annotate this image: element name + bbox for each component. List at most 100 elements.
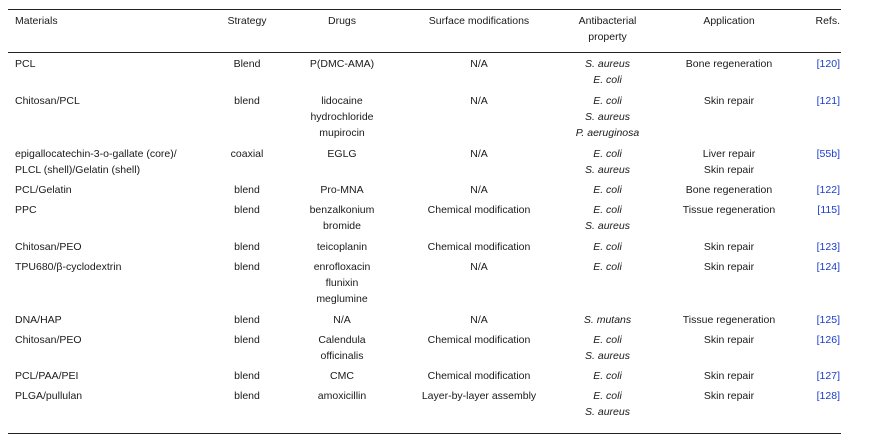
cell-ref: [122] <box>805 182 840 198</box>
cell-surface-modification: N/A <box>470 95 488 107</box>
cell-strategy: blend <box>234 261 260 273</box>
reference-link[interactable]: [123] <box>816 241 840 253</box>
application-line: Skin repair <box>703 164 755 176</box>
cell-application: Skin repair <box>665 368 793 384</box>
reference-link[interactable]: [125] <box>816 314 840 326</box>
cell-drugs: CMC <box>278 368 406 384</box>
materials-line: PCL/Gelatin <box>15 184 72 196</box>
cell-strategy: blend <box>234 241 260 253</box>
reference-link[interactable]: [128] <box>816 390 840 402</box>
cell-application: Liver repair Skin repair <box>665 146 793 178</box>
drug-line: Pro-MNA <box>320 184 364 196</box>
application-line: Tissue regeneration <box>682 204 776 216</box>
bacterium-name: E. coli <box>593 334 622 346</box>
bacterium-name: E. coli <box>593 204 622 216</box>
header-strategy: Strategy <box>227 15 267 27</box>
header-materials: Materials <box>15 15 58 27</box>
drug-line: P(DMC-AMA) <box>309 58 375 70</box>
bacterium-name: E. coli <box>593 241 622 253</box>
cell-materials: PLGA/pullulan <box>15 388 220 404</box>
application-line: Bone regeneration <box>685 58 773 70</box>
bacterium-name: E. coli <box>593 261 622 273</box>
cell-ref: [126] <box>805 332 840 348</box>
table-header-rule <box>8 52 841 53</box>
application-line: Skin repair <box>703 261 755 273</box>
application-line: Tissue regeneration <box>682 314 776 326</box>
materials-line: PLGA/pullulan <box>15 390 83 402</box>
cell-strategy: blend <box>234 370 260 382</box>
cell-application: Tissue regeneration <box>665 312 793 328</box>
drug-line: lidocaine <box>321 95 363 107</box>
drug-line: flunixin <box>325 277 359 289</box>
drug-line: enrofloxacin <box>313 261 371 273</box>
cell-surface-modification: N/A <box>470 148 488 160</box>
reference-link[interactable]: [120] <box>816 58 840 70</box>
table-top-rule <box>8 9 841 10</box>
table-bottom-rule <box>8 433 841 434</box>
cell-application: Skin repair <box>665 259 793 275</box>
bacterium-name: P. aeruginosa <box>575 127 640 139</box>
cell-drugs: Calendula officinalis <box>278 332 406 364</box>
cell-strategy: blend <box>234 184 260 196</box>
reference-link[interactable]: [127] <box>816 370 840 382</box>
cell-materials: DNA/HAP <box>15 312 220 328</box>
drug-line: mupirocin <box>319 127 365 139</box>
cell-ref: [125] <box>805 312 840 328</box>
cell-antibacterial-property: E. coli <box>550 259 665 275</box>
application-line: Skin repair <box>703 390 755 402</box>
cell-antibacterial-property: E. coli S. aureus <box>550 146 665 178</box>
cell-materials: Chitosan/PCL <box>15 93 220 109</box>
cell-application: Bone regeneration <box>665 56 793 72</box>
cell-ref: [115] <box>805 202 840 218</box>
cell-ref: [124] <box>805 259 840 275</box>
cell-ref: [127] <box>805 368 840 384</box>
cell-antibacterial-property: E. coli <box>550 182 665 198</box>
cell-drugs: amoxicillin <box>278 388 406 404</box>
cell-drugs: lidocaine hydrochloride mupirocin <box>278 93 406 141</box>
reference-link[interactable]: [121] <box>816 95 840 107</box>
reference-link[interactable]: [55b] <box>816 148 840 160</box>
drug-line: benzalkonium <box>309 204 375 216</box>
cell-drugs: enrofloxacin flunixin meglumine <box>278 259 406 307</box>
cell-materials: PCL/PAA/PEI <box>15 368 220 384</box>
bacterium-name: E. coli <box>593 184 622 196</box>
bacterium-name: S. aureus <box>585 220 630 232</box>
materials-line: PLCL (shell)/Gelatin (shell) <box>15 164 141 176</box>
header-application: Application <box>703 15 755 27</box>
cell-strategy: blend <box>234 95 260 107</box>
drug-line: hydrochloride <box>310 111 374 123</box>
cell-drugs: Pro-MNA <box>278 182 406 198</box>
materials-line: PCL <box>15 58 36 70</box>
cell-drugs: P(DMC-AMA) <box>278 56 406 72</box>
cell-application: Skin repair <box>665 332 793 348</box>
reference-link[interactable]: [122] <box>816 184 840 196</box>
cell-strategy: blend <box>234 314 260 326</box>
drug-line: amoxicillin <box>317 390 367 402</box>
reference-link[interactable]: [124] <box>816 261 840 273</box>
bacterium-name: S. aureus <box>585 58 630 70</box>
cell-materials: TPU680/β-cyclodextrin <box>15 259 220 275</box>
cell-materials: PPC <box>15 202 220 218</box>
application-line: Skin repair <box>703 95 755 107</box>
header-drugs: Drugs <box>327 15 356 27</box>
reference-link[interactable]: [126] <box>816 334 840 346</box>
bacterium-name: E. coli <box>593 95 622 107</box>
drug-line: meglumine <box>316 293 368 305</box>
drug-line: bromide <box>323 220 361 232</box>
bacterium-name: E. coli <box>593 370 622 382</box>
reference-link[interactable]: [115] <box>817 204 840 216</box>
cell-antibacterial-property: S. aureus E. coli <box>550 56 665 88</box>
bacterium-name: S. mutans <box>583 314 632 326</box>
cell-antibacterial-property: E. coli S. aureus <box>550 332 665 364</box>
cell-drugs: N/A <box>278 312 406 328</box>
header-antibacterial-line: property <box>588 31 627 43</box>
application-line: Skin repair <box>703 370 755 382</box>
header-surface-modifications: Surface modifications <box>428 15 530 27</box>
bacterium-name: E. coli <box>593 74 622 86</box>
cell-antibacterial-property: E. coli <box>550 239 665 255</box>
cell-antibacterial-property: E. coli S. aureus <box>550 202 665 234</box>
materials-line: Chitosan/PEO <box>15 334 82 346</box>
cell-materials: PCL/Gelatin <box>15 182 220 198</box>
bacterium-name: S. aureus <box>585 164 630 176</box>
